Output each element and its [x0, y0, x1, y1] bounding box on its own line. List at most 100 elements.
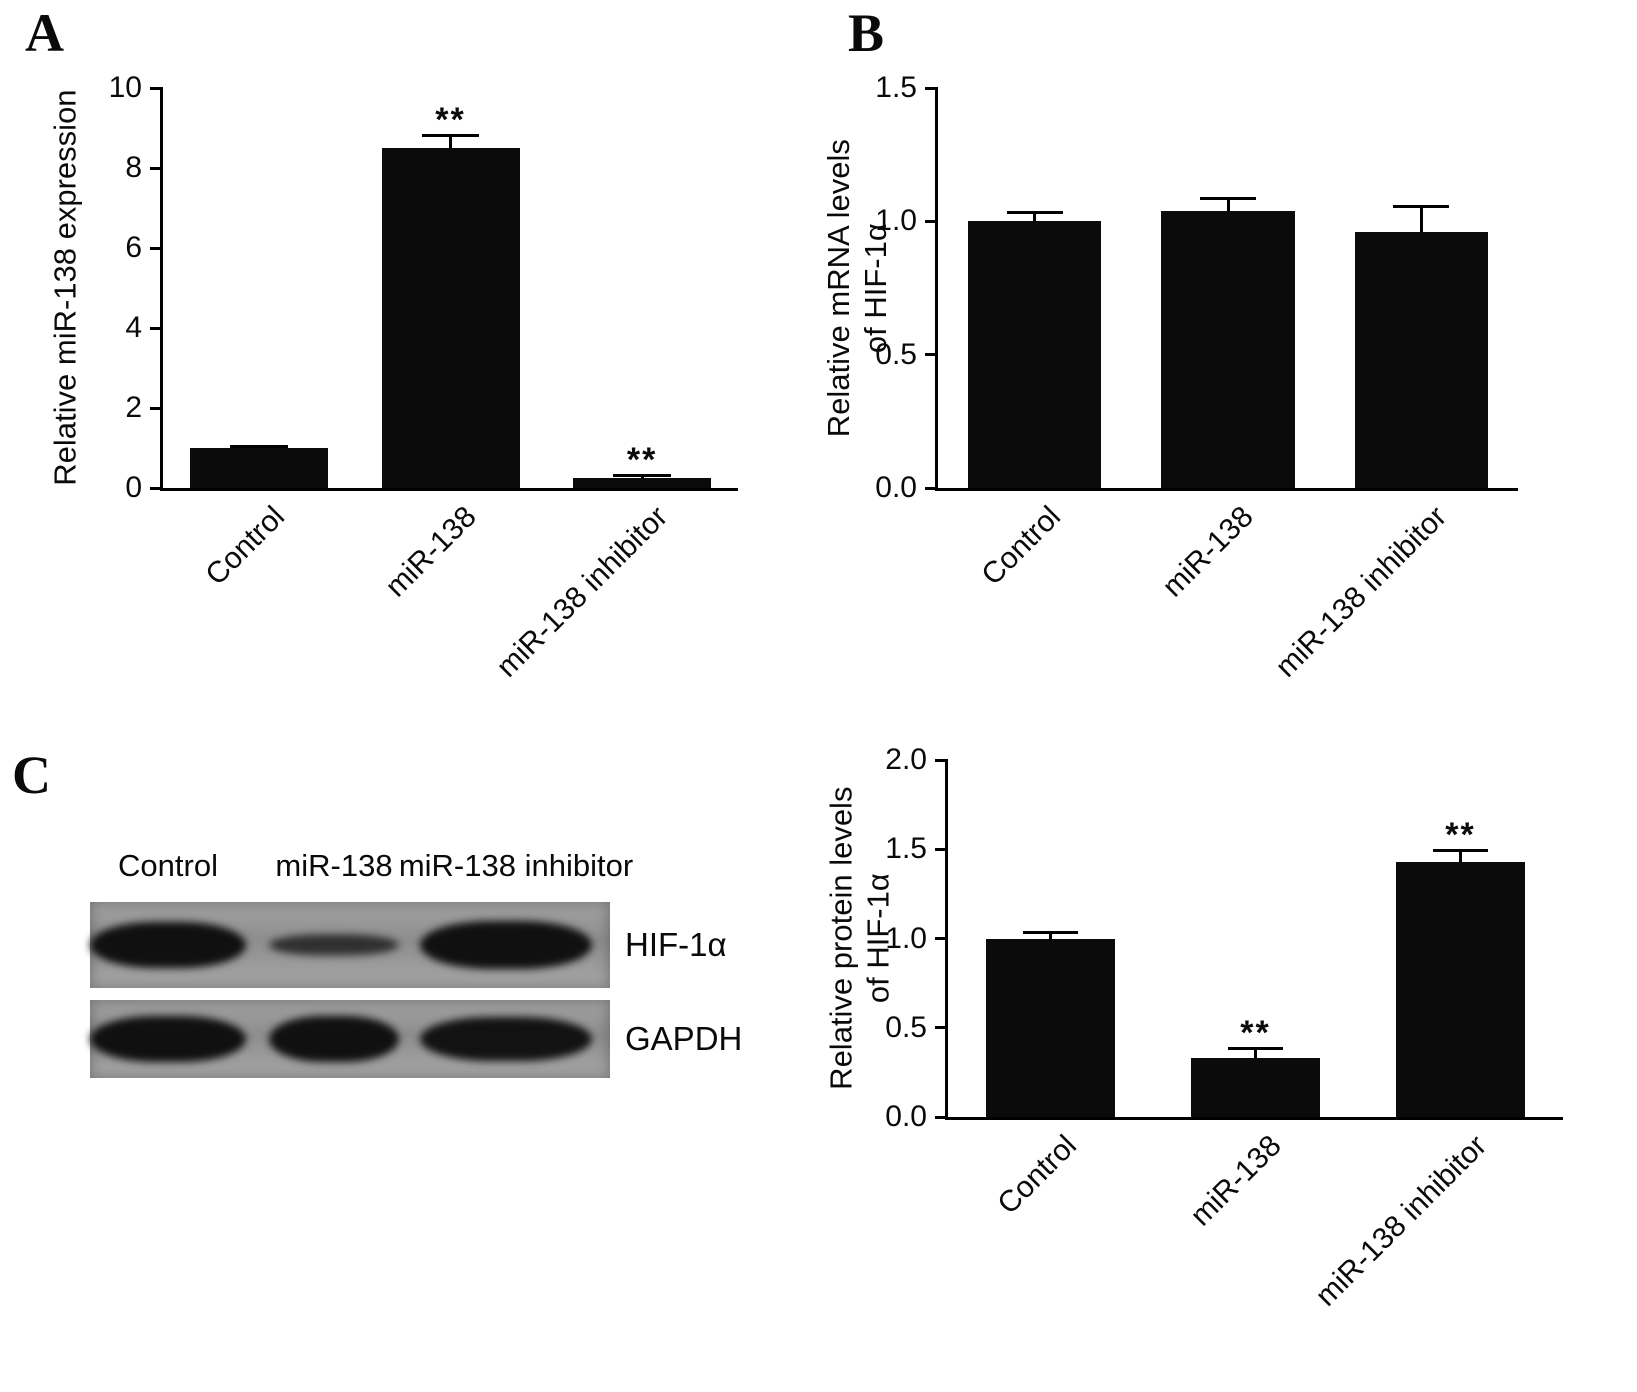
error-bar-cap: [1433, 849, 1488, 853]
error-bar-cap: [1393, 205, 1450, 209]
panel-label-c: C: [12, 745, 51, 805]
blot-band-label-gapdh: GAPDH: [625, 1020, 743, 1057]
significance-marker: **: [1445, 816, 1476, 855]
y-tick-label: 10: [108, 71, 142, 104]
blot-band: [269, 934, 400, 956]
y-tick: 1.0: [885, 922, 948, 956]
x-tick-label: miR-138 inhibitor: [1309, 1129, 1494, 1313]
panel-label-b: B: [848, 3, 885, 63]
y-tick-mark: [925, 353, 938, 357]
y-tick: 0.5: [875, 338, 938, 372]
x-tick-label: miR-138: [1156, 500, 1261, 604]
y-tick-label: 8: [125, 151, 142, 184]
significance-marker: **: [435, 101, 466, 140]
y-tick: 1.5: [875, 71, 938, 105]
y-tick-mark: [935, 758, 948, 762]
y-tick-mark: [935, 937, 948, 940]
y-tick-mark: [935, 1026, 948, 1030]
blot-strip-hif1a: [90, 902, 610, 988]
y-tick: 10: [109, 71, 163, 105]
error-bar-cap: [1228, 1047, 1283, 1051]
plot-area: 0.0 0.5 1.0 1.5 Control miR-138 miR-138 inhibi…: [875, 71, 1518, 684]
y-tick-label: 0.5: [875, 337, 917, 371]
y-tick: 6: [125, 231, 163, 265]
y-axis-label-wrap: Relative miR-138 expression: [20, 88, 110, 488]
error-bar: [1419, 205, 1423, 232]
blot-strip-gapdh: [90, 1000, 610, 1078]
y-tick-label: 2.0: [885, 743, 927, 776]
blot-band: [269, 1016, 400, 1062]
y-tick-label: 0: [125, 471, 142, 504]
y-tick-mark: [935, 847, 948, 851]
y-tick-label: 0.0: [885, 1100, 927, 1133]
plot-area: 0 2 4 6 8 10 Control ** miR-138 ** miR-138 inhibit…: [109, 71, 738, 684]
y-tick-mark: [150, 86, 163, 90]
y-tick-label: 1.5: [885, 832, 927, 866]
y-tick-mark: [150, 326, 163, 330]
y-tick: 0.0: [885, 1100, 948, 1134]
y-axis-title: Relative mRNA levels of HIF-1α: [821, 138, 894, 438]
error-bar: [1459, 849, 1462, 862]
blot-band-label-hif1a: HIF-1α: [625, 926, 727, 963]
error-bar: [1033, 210, 1037, 222]
bar-mir-138-inhibitor: [1354, 232, 1489, 488]
y-tick: 8: [125, 151, 163, 185]
y-tick: 2: [125, 391, 163, 425]
bar-mir-138-inhibitor: [1395, 861, 1526, 1117]
y-tick-label: 6: [125, 231, 142, 264]
blot-lane-label-mir-138: miR-138: [275, 848, 393, 883]
significance-marker: **: [1240, 1014, 1271, 1053]
error-bar-cap: [421, 134, 480, 137]
western-blot: Control miR-138 miR-138 inhibitor HIF-1α…: [60, 840, 820, 1120]
panel-label-a: A: [25, 3, 64, 63]
x-tick-label: miR-138: [1184, 1129, 1289, 1233]
error-bar-cap: [1006, 210, 1063, 214]
y-tick-mark: [150, 406, 163, 410]
blot-lane-label-control: Control: [118, 848, 218, 883]
blot-band: [420, 1017, 592, 1061]
error-bar-cap: [1023, 931, 1078, 935]
error-bar: [1226, 197, 1230, 211]
significance-marker: **: [626, 441, 658, 480]
y-tick: 4: [125, 311, 163, 345]
plot-area: 0.0 0.5 1.0 1.5 2.0 Control ** miR-138 ** miR-138…: [885, 743, 1563, 1313]
bar-control: [967, 221, 1102, 488]
y-tick-mark: [925, 486, 938, 490]
panel-b-bar-chart: Relative mRNA levels of HIF-1α 0.0 0.5 1.0…: [821, 50, 1615, 740]
error-bar-cap: [229, 444, 288, 448]
x-tick-label: Control: [974, 500, 1067, 592]
error-bar-cap: [613, 474, 672, 477]
y-tick: 2.0: [885, 743, 948, 777]
y-tick-label: 1.5: [875, 71, 917, 104]
x-tick-label: miR-138: [378, 500, 483, 604]
bar-control: [985, 938, 1116, 1117]
y-tick: 1.5: [885, 832, 948, 866]
bar-mir-138: [1161, 210, 1295, 488]
error-bar: [449, 134, 452, 148]
y-tick: 0.5: [885, 1011, 948, 1045]
x-tick-label: Control: [199, 500, 291, 592]
blot-band: [420, 921, 592, 969]
y-tick-mark: [925, 219, 938, 223]
bar-mir-138: [381, 148, 520, 488]
x-tick-label: Control: [991, 1129, 1084, 1221]
y-axis-title: Relative miR-138 expression: [47, 89, 83, 487]
blot-band: [90, 1016, 246, 1062]
y-tick-label: 2: [125, 391, 142, 424]
panel-a-bar-chart: Relative miR-138 expression 0 2 4 6 8 10 Contr…: [30, 50, 760, 730]
x-tick-label: miR-138 inhibitor: [1269, 500, 1454, 684]
y-tick-label: 4: [125, 311, 142, 344]
y-tick-mark: [935, 1115, 948, 1119]
y-tick: 0.0: [875, 471, 938, 505]
x-tick-label: miR-138 inhibitor: [490, 500, 675, 684]
y-tick: 0: [125, 471, 163, 505]
y-tick-label: 1.0: [885, 921, 927, 955]
y-tick-label: 0.0: [875, 471, 917, 504]
y-tick-mark: [925, 86, 938, 90]
y-tick: 1.0: [875, 204, 938, 238]
panel-c-bar-chart: Relative protein levels of HIF-1α 0.0 0.5…: [824, 722, 1615, 1392]
y-tick-label: 0.5: [885, 1010, 927, 1044]
y-tick-label: 1.0: [875, 204, 917, 238]
y-tick-mark: [150, 166, 163, 170]
